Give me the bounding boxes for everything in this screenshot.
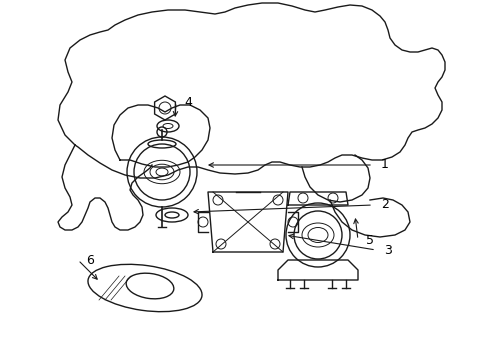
Text: 3: 3 bbox=[383, 243, 391, 256]
Text: 5: 5 bbox=[365, 234, 373, 247]
Text: 6: 6 bbox=[86, 253, 94, 266]
Text: 2: 2 bbox=[380, 198, 388, 211]
Text: 1: 1 bbox=[380, 158, 388, 171]
Text: 4: 4 bbox=[183, 95, 192, 108]
